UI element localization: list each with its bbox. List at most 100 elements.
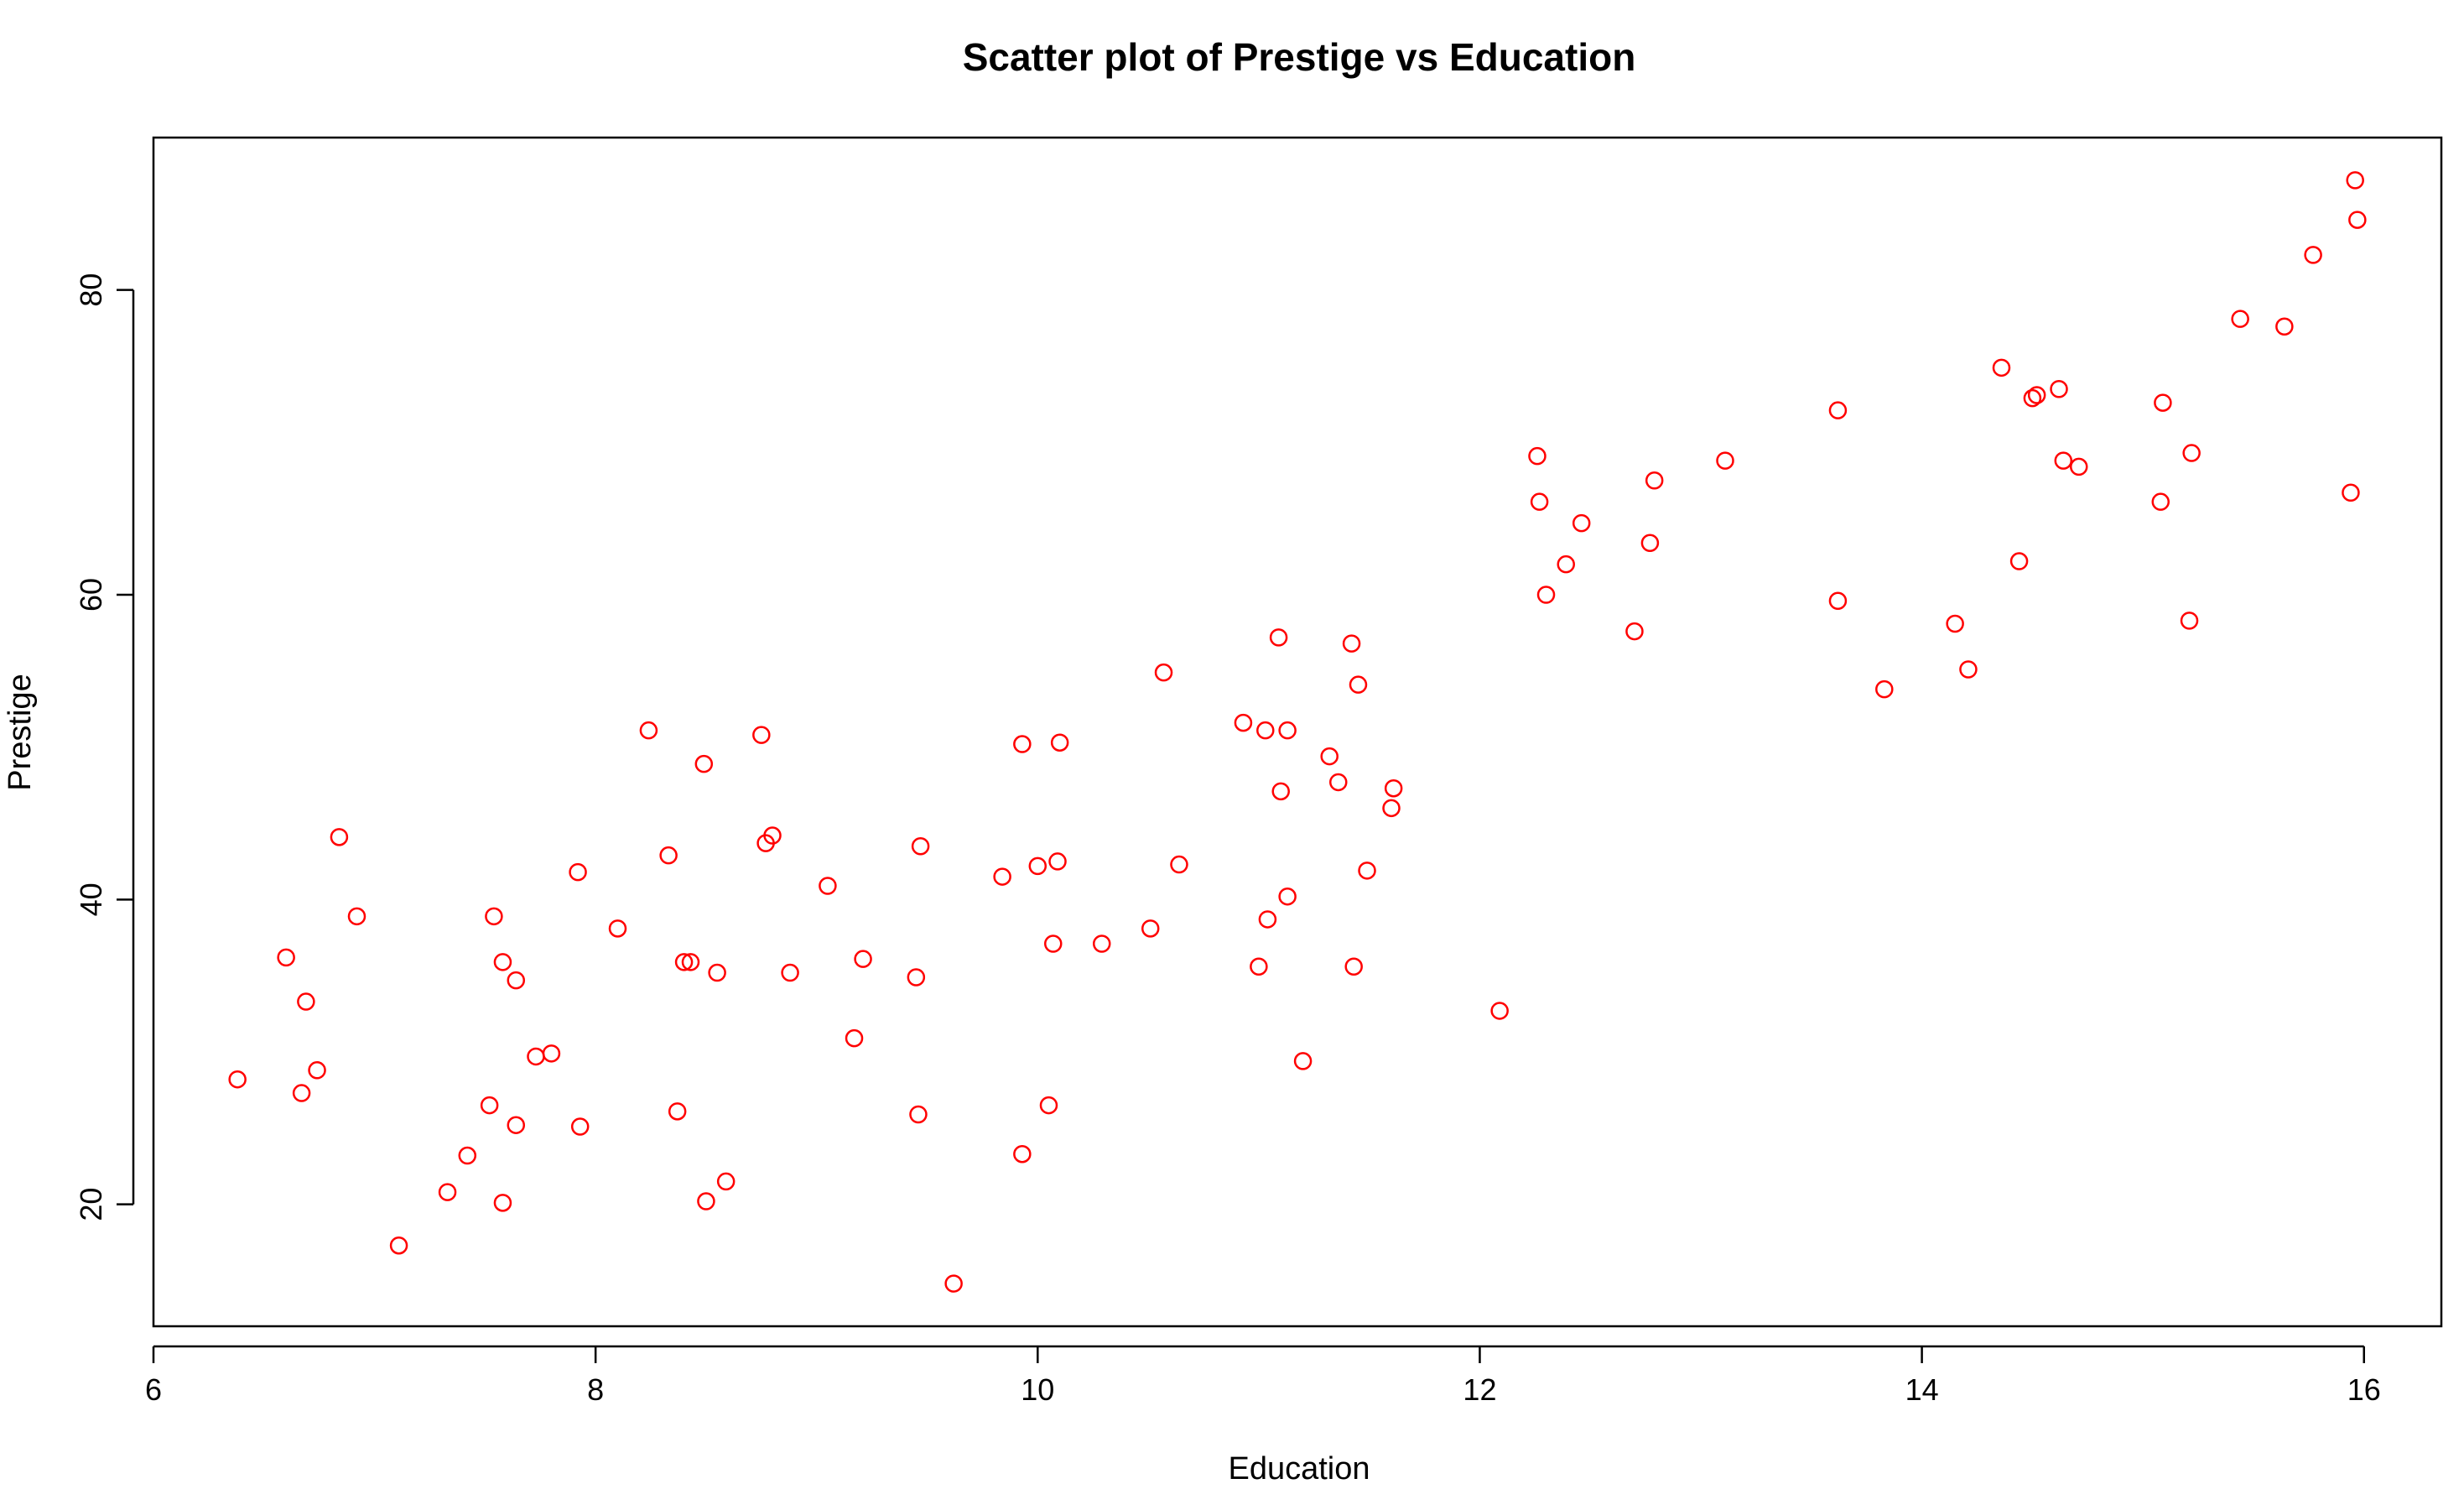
data-point (2009, 552, 2029, 570)
data-point (1875, 679, 1894, 699)
data-point (1234, 713, 1253, 732)
data-point (2154, 393, 2172, 412)
data-point (1293, 1052, 1313, 1070)
data-point (1536, 586, 1556, 604)
data-point (389, 1236, 408, 1255)
data-point (1530, 492, 1549, 511)
data-point (1358, 862, 1376, 880)
data-point (1048, 852, 1067, 871)
data-point (1625, 622, 1644, 641)
x-axis-label: Education (1228, 1451, 1370, 1486)
x-tick-label: 14 (1905, 1372, 1939, 1407)
data-point (1320, 747, 1339, 766)
data-point (480, 1096, 499, 1115)
data-point (697, 1192, 715, 1210)
data-point (2054, 451, 2073, 470)
data-point (608, 919, 627, 938)
y-tick-label: 20 (74, 1188, 108, 1221)
data-point (1344, 957, 1363, 976)
plot-frame (152, 136, 2443, 1328)
data-point (1528, 446, 1546, 466)
data-points (228, 171, 2367, 1293)
y-tick-label: 80 (74, 273, 108, 307)
data-point (1342, 634, 1361, 653)
data-point (2023, 388, 2042, 408)
y-axis-label: Prestige (3, 674, 38, 790)
data-point (716, 1172, 736, 1191)
data-point (763, 826, 782, 845)
data-point (668, 1102, 687, 1121)
x-tick-label: 12 (1463, 1372, 1496, 1407)
data-point (1154, 663, 1173, 682)
data-point (1271, 782, 1290, 801)
chart-title: Scatter plot of Prestige vs Education (963, 35, 1636, 79)
data-point (1490, 1002, 1509, 1020)
y-tick-label: 60 (74, 578, 108, 612)
data-point (2342, 483, 2360, 502)
data-point (1828, 591, 1848, 611)
data-point (854, 950, 872, 968)
data-point (1640, 534, 1660, 552)
data-point (819, 877, 837, 895)
x-axis: 6 8 10 12 14 16 (145, 1345, 2381, 1407)
data-point (911, 837, 930, 856)
data-point (438, 1183, 457, 1201)
data-point (1258, 910, 1277, 929)
data-point (1828, 401, 1848, 419)
data-point (527, 1047, 545, 1066)
data-point (1039, 1096, 1058, 1115)
data-point (845, 1028, 864, 1048)
data-point (1992, 358, 2011, 377)
y-tick-label: 40 (74, 882, 108, 916)
data-point (993, 867, 1011, 886)
data-point (752, 726, 771, 744)
data-point (1278, 887, 1297, 906)
x-tick-label: 10 (1021, 1372, 1054, 1407)
data-point (507, 971, 526, 990)
data-point (347, 907, 366, 926)
data-point (2231, 310, 2249, 328)
data-point (485, 907, 503, 926)
data-point (1382, 799, 1401, 818)
data-point (493, 953, 512, 971)
data-point (2180, 612, 2199, 630)
data-point (1141, 919, 1160, 938)
data-point (1278, 721, 1297, 740)
data-point (277, 948, 295, 967)
data-point (907, 968, 926, 987)
data-point (493, 1194, 512, 1212)
data-point (1043, 935, 1063, 953)
data-point (1050, 733, 1069, 752)
data-point (1572, 513, 1591, 533)
data-point (1384, 778, 1403, 798)
data-point (1959, 660, 1978, 679)
data-point (1329, 773, 1348, 792)
data-point (708, 963, 726, 982)
x-tick-label: 8 (587, 1372, 604, 1407)
data-point (330, 828, 349, 846)
data-point (674, 953, 694, 971)
data-point (944, 1274, 963, 1293)
data-point (2346, 171, 2364, 190)
data-point (308, 1061, 326, 1080)
data-point (1557, 554, 1575, 574)
data-point (694, 754, 714, 773)
data-point (2069, 457, 2088, 476)
data-point (1269, 628, 1288, 647)
data-point (1013, 1144, 1032, 1164)
data-point (2151, 492, 2170, 511)
data-point (2275, 317, 2294, 336)
data-point (639, 721, 658, 740)
data-point (292, 1084, 311, 1102)
x-tick-label: 16 (2347, 1372, 2381, 1407)
data-point (1013, 735, 1032, 753)
data-point (2182, 444, 2201, 462)
data-point (507, 1116, 526, 1134)
data-point (1256, 721, 1275, 740)
data-point (1092, 935, 1111, 953)
data-point (1645, 471, 1664, 490)
data-point (1946, 614, 1964, 633)
data-point (2304, 246, 2322, 264)
data-point (570, 1117, 590, 1136)
data-point (542, 1044, 561, 1063)
